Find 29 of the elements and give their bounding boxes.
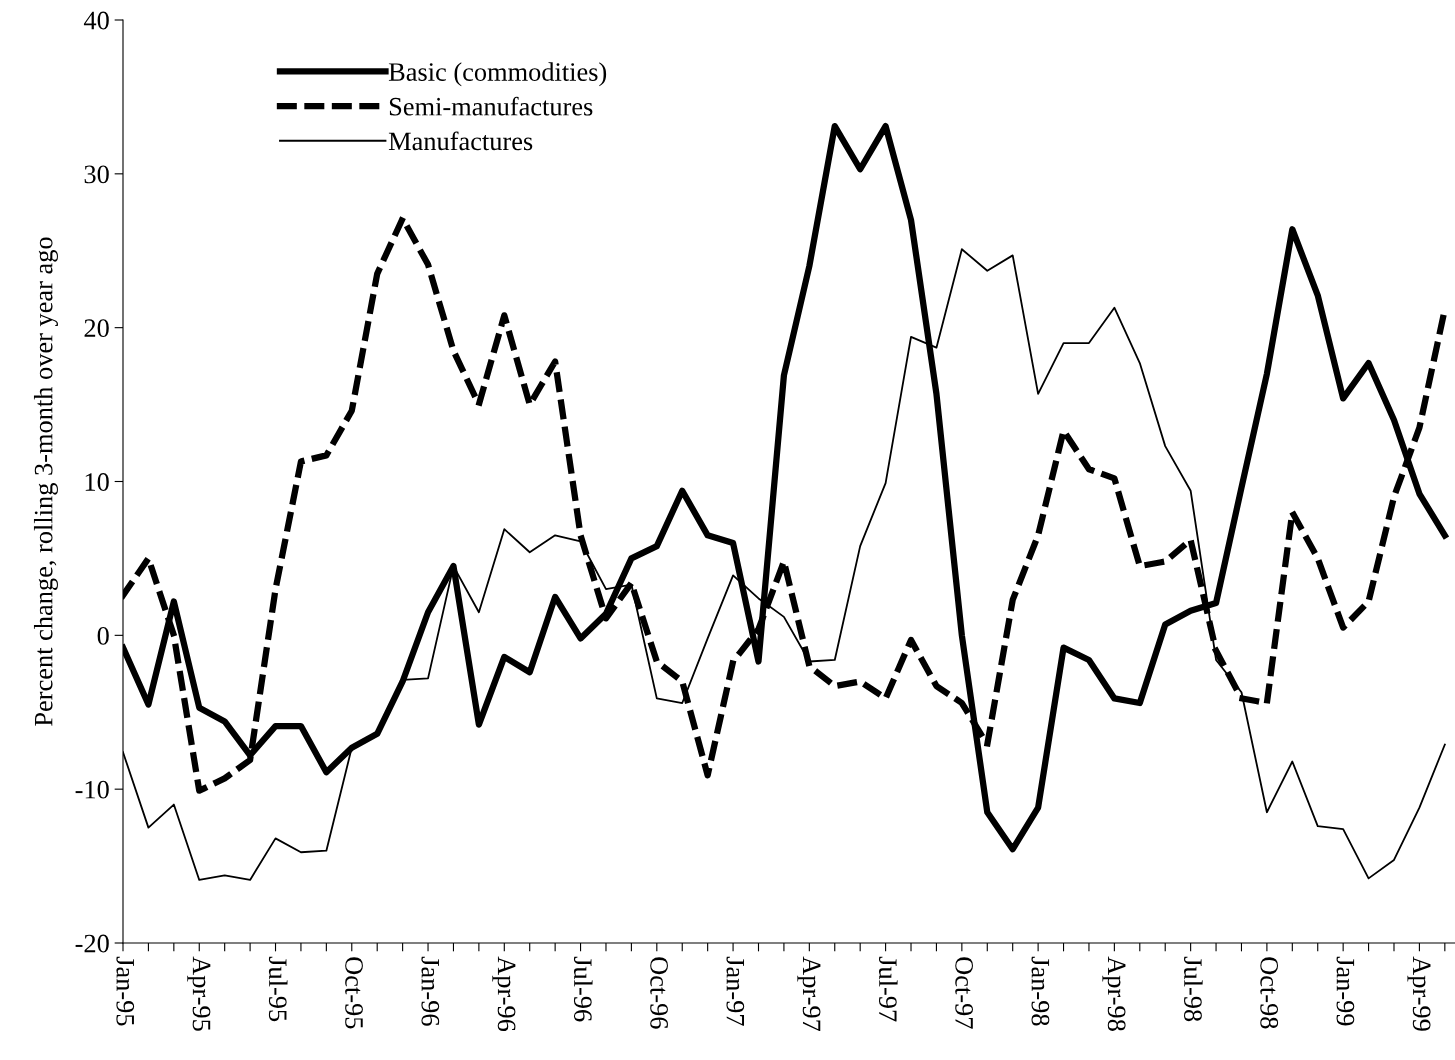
x-tick-label: Jan-95 <box>116 956 135 1026</box>
x-tick-label: Apr-98 <box>1102 956 1126 1031</box>
x-tick-label: Jan-98 <box>1031 956 1050 1026</box>
legend-label: Semi-manufactures <box>389 96 593 116</box>
y-tick-label: 0 <box>97 626 109 645</box>
y-axis-title: Percent change, rolling 3-month over year ago <box>33 237 58 726</box>
x-tick-label: Apr-96 <box>492 956 516 1032</box>
y-tick-label: 40 <box>83 11 109 30</box>
y-tick-label: 20 <box>84 319 109 338</box>
legend-label: Manufactures <box>388 131 533 151</box>
y-tick-label: -10 <box>75 780 109 799</box>
y-tick-label: 10 <box>85 473 109 491</box>
x-tick-label: Jan-96 <box>421 956 440 1026</box>
x-tick-label: Jan-99 <box>1336 956 1355 1026</box>
x-tick-label: Jan-97 <box>726 956 745 1026</box>
x-tick-label: Jul-98 <box>1184 956 1203 1022</box>
x-tick-label: Jul-97 <box>878 956 898 1022</box>
x-tick-label: Oct-96 <box>650 957 668 1029</box>
y-tick-label: -20 <box>75 934 109 953</box>
legend-label: Basic (commodities) <box>388 62 607 87</box>
x-tick-label: Apr-99 <box>1407 956 1431 1031</box>
x-tick-label: Oct-97 <box>955 957 973 1029</box>
x-tick-label: Oct-98 <box>1260 957 1279 1029</box>
x-tick-label: Jul-96 <box>573 956 593 1022</box>
x-tick-label: Oct-95 <box>345 957 363 1029</box>
x-tick-label: Apr-95 <box>187 956 211 1031</box>
x-tick-label: Apr-97 <box>797 956 821 1032</box>
y-tick-label: 30 <box>84 165 109 184</box>
x-tick-label: Jul-95 <box>268 956 288 1022</box>
